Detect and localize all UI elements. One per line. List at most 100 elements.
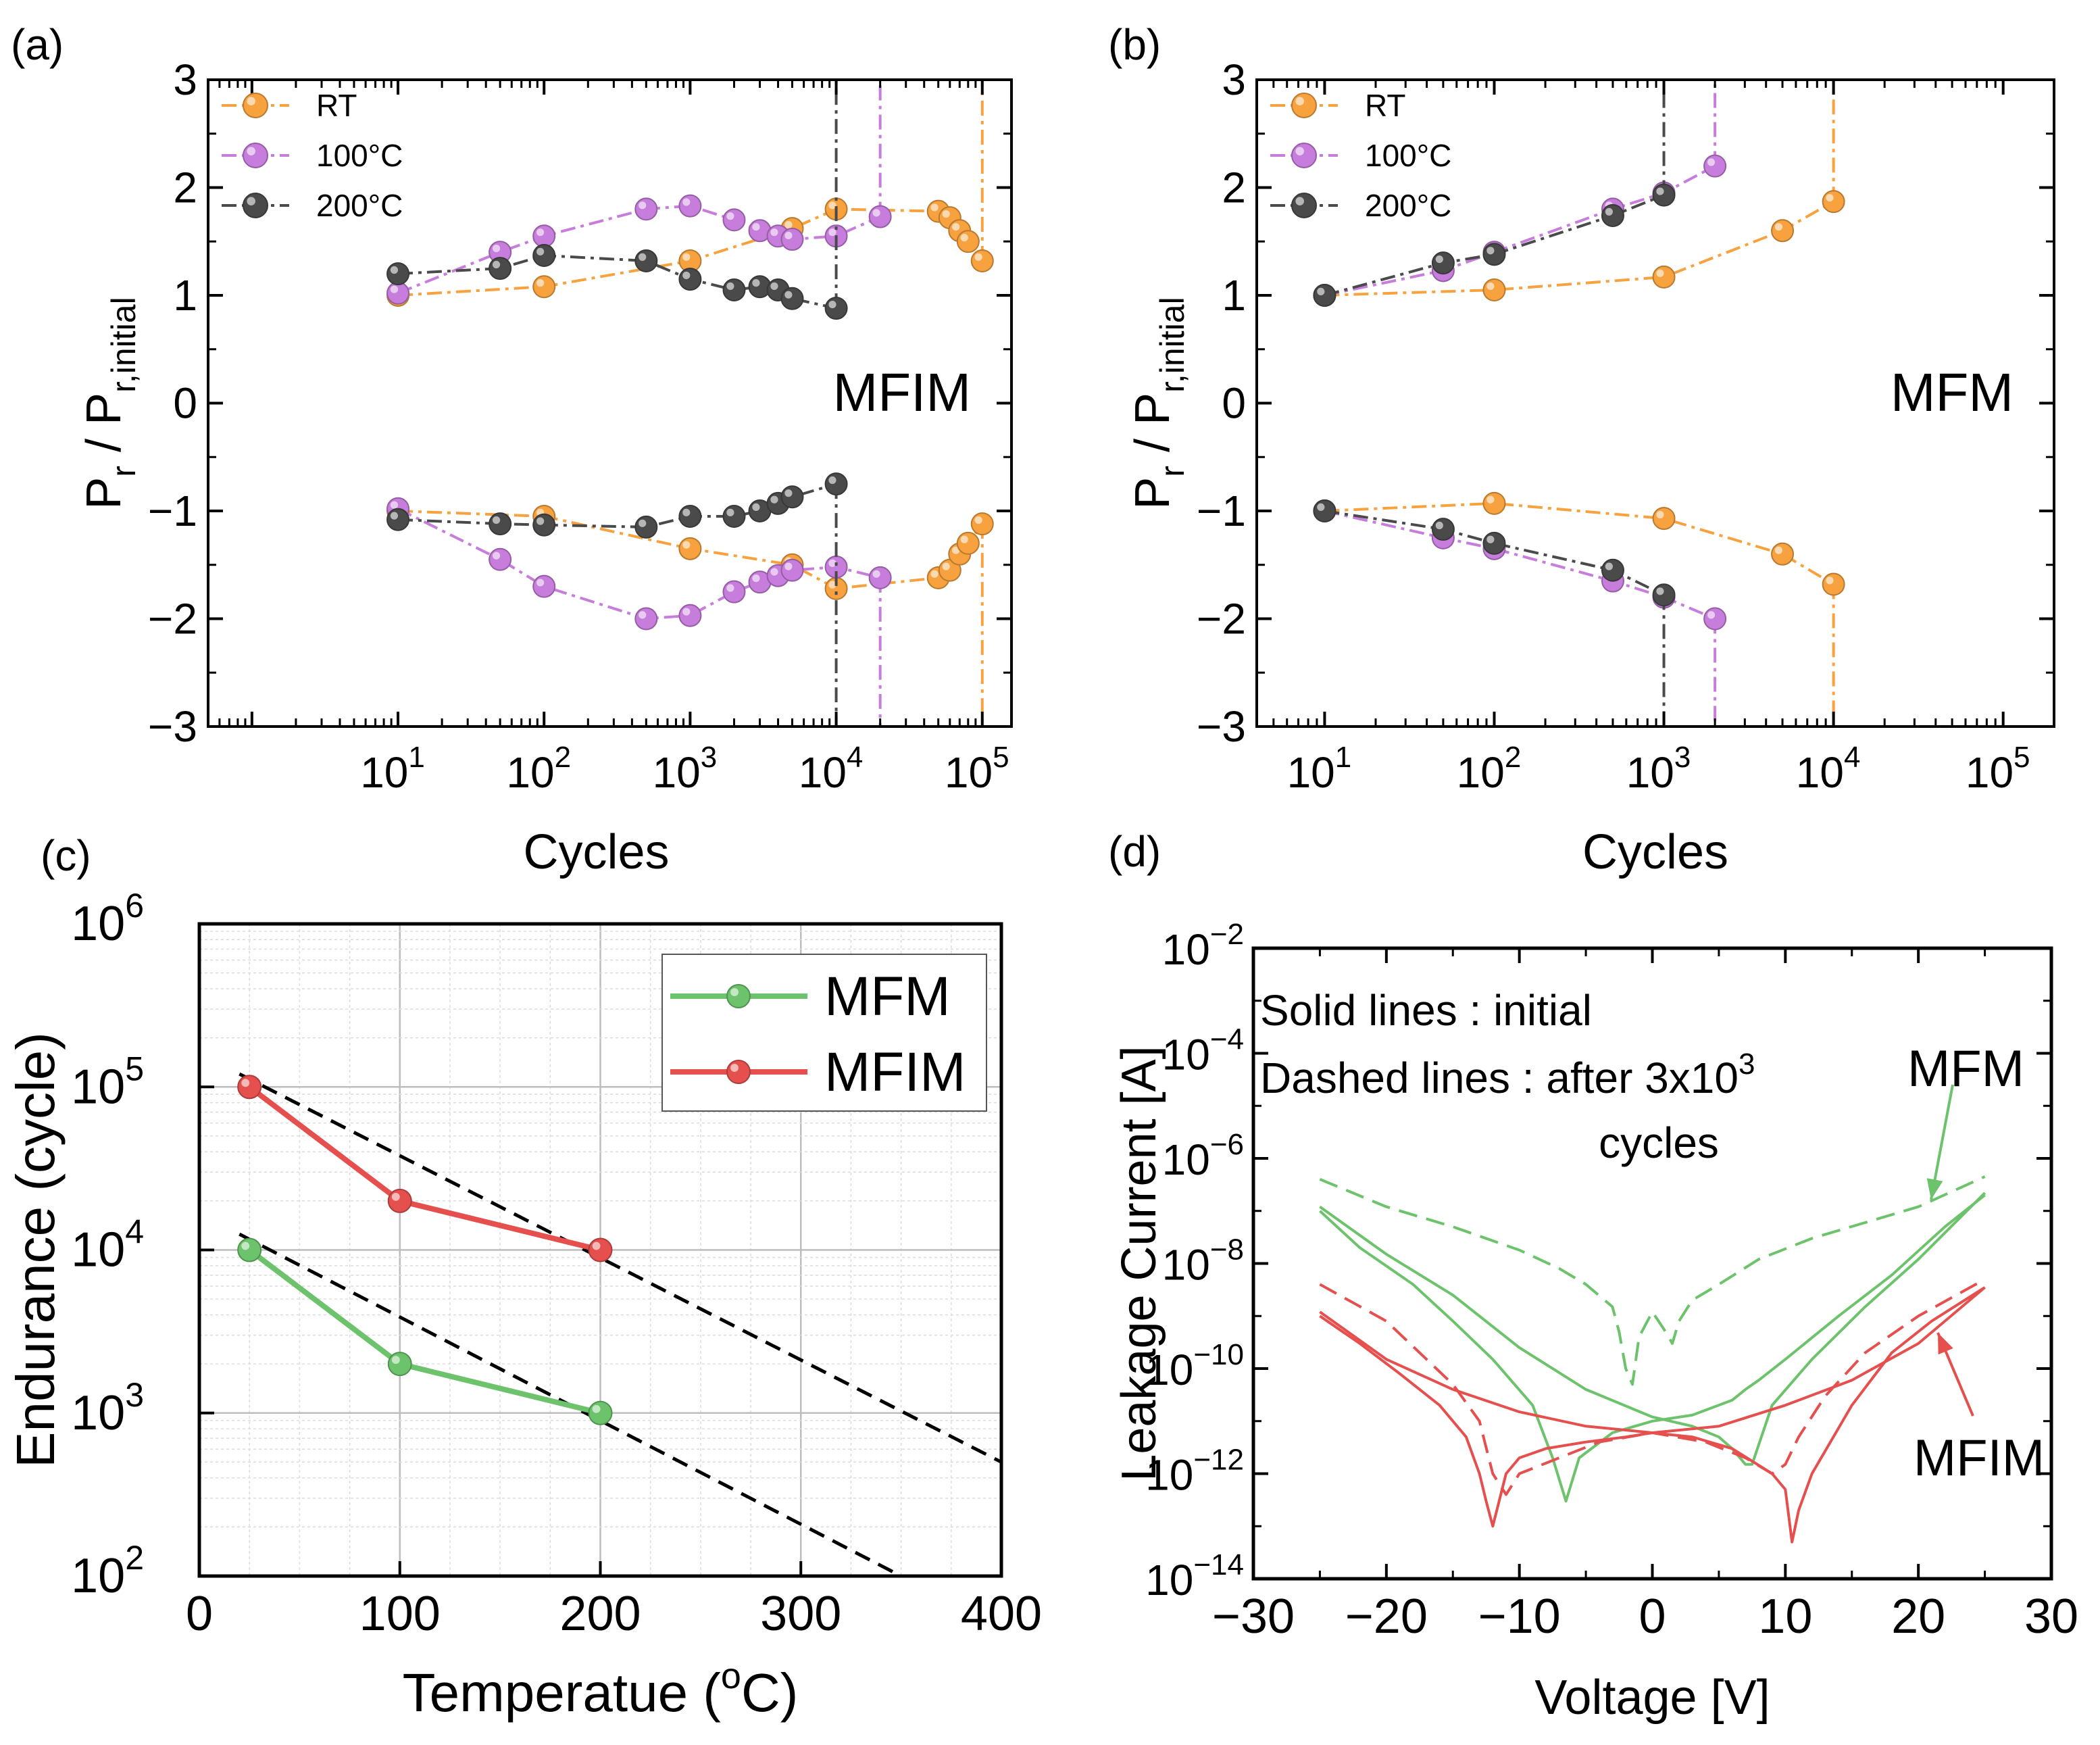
series-line-negative [1324, 510, 1665, 597]
data-point-highlight [752, 574, 760, 583]
y-tick-label: 104 [71, 1213, 144, 1277]
leakage-curve-3 [1319, 1286, 1986, 1544]
data-point-highlight [828, 228, 836, 237]
data-point [1482, 243, 1506, 266]
y-tick-label: 1 [173, 271, 197, 320]
panel-c: 0 100 200 300 400 102 103 104 105 106 Temperatue (… [5, 831, 1042, 1723]
data-point-highlight [1656, 269, 1664, 277]
y-axis-label: Pr / Pr,initial [77, 297, 143, 509]
data-point-highlight [828, 476, 836, 485]
data-point [678, 268, 702, 291]
data-point [678, 504, 702, 528]
data-point-highlight [930, 203, 939, 212]
data-point [868, 566, 892, 589]
data-point-highlight [1486, 535, 1495, 543]
series-line-positive [1324, 164, 1716, 297]
data-point [634, 197, 658, 221]
data-point-highlight [784, 220, 793, 229]
data-point-highlight [390, 512, 399, 520]
panel-label: (d) [1108, 827, 1161, 876]
data-point [489, 547, 512, 571]
y-tick-exponent: −2 [1210, 918, 1244, 951]
data-point [532, 513, 556, 537]
legend-marker-highlight [247, 97, 256, 105]
data-point [237, 1075, 262, 1100]
data-point-highlight [639, 519, 647, 527]
y-tick-label: 2 [1222, 164, 1246, 212]
data-point-highlight [952, 223, 960, 231]
x-tick-label: 0 [1639, 1590, 1666, 1644]
data-point [532, 574, 556, 598]
data-point-highlight [492, 516, 501, 524]
data-point [634, 249, 658, 272]
fit-line [239, 1072, 1001, 1464]
data-point [489, 257, 512, 280]
data-point-highlight [1486, 495, 1495, 503]
legend-label: 200°C [316, 188, 403, 223]
data-point [489, 512, 512, 536]
y-tick-label: −2 [1197, 595, 1246, 643]
x-tick-label: 104 [1796, 741, 1861, 797]
x-tick-label: 103 [653, 741, 718, 797]
data-point-highlight [872, 209, 880, 217]
x-axis-label: Cycles [523, 825, 669, 879]
legend-box [661, 954, 987, 1112]
y-tick-label: 10−2 [1162, 918, 1244, 974]
data-point [1313, 499, 1336, 522]
x-tick-label: 20 [1891, 1590, 1945, 1644]
legend-label: 200°C [1365, 188, 1451, 223]
legend-marker-highlight [247, 197, 256, 206]
x-tick-label: 101 [360, 741, 425, 797]
legend-marker [243, 143, 268, 168]
data-point [588, 1237, 613, 1262]
mfim-label: MFIM [1914, 1429, 2045, 1487]
y-tick-exponent: −10 [1193, 1338, 1244, 1371]
data-point-highlight [960, 535, 968, 543]
data-point-highlight [1656, 187, 1664, 195]
data-point [868, 205, 892, 228]
data-point-highlight [390, 285, 399, 293]
data-point-highlight [390, 266, 399, 274]
legend-marker-highlight [1295, 197, 1304, 206]
device-annotation: MFM [1891, 362, 2014, 422]
data-point [634, 607, 658, 631]
y-tick-exponent: −12 [1193, 1444, 1244, 1477]
data-point-highlight [974, 516, 982, 524]
data-point-highlight [682, 198, 691, 206]
legend-marker-highlight [1295, 97, 1304, 105]
legend-marker [726, 984, 751, 1008]
legend-label: MFM [824, 966, 951, 1027]
legend: RT 100°C 200°C [1270, 88, 1451, 223]
x-tick-label: 102 [1457, 741, 1522, 797]
dashed-lines-note-cycles: cycles [1599, 1119, 1719, 1167]
data-point [532, 224, 556, 248]
data-point-highlight [974, 253, 982, 261]
y-tick-label: 0 [173, 379, 197, 428]
data-point [1652, 583, 1676, 607]
y-tick-label: 10−14 [1145, 1548, 1244, 1604]
x-tick-label: 0 [186, 1587, 213, 1641]
x-tick-label: 300 [760, 1587, 841, 1641]
data-point [532, 243, 556, 267]
y-tick-exponent: −8 [1210, 1233, 1244, 1267]
x-tick-label: 100 [359, 1587, 441, 1641]
x-tick-label: −30 [1212, 1590, 1295, 1644]
data-point [722, 278, 746, 302]
x-axis-label: Temperatue (oC) [403, 1656, 799, 1723]
data-point-highlight [1826, 576, 1834, 585]
leakage-curve-0 [1319, 1194, 1986, 1503]
y-axis-label: Pr / Pr,initial [1126, 297, 1191, 509]
data-point [1601, 203, 1624, 227]
data-point-highlight [752, 279, 760, 287]
data-point-highlight [1707, 158, 1716, 166]
x-tick-label: 105 [1966, 741, 2030, 797]
y-tick-exponent: −6 [1210, 1128, 1244, 1161]
series-b-c200 [1313, 80, 1676, 727]
data-point [1822, 572, 1845, 596]
data-point-highlight [682, 271, 691, 280]
data-point [722, 208, 746, 232]
data-point-highlight [1435, 521, 1443, 530]
y-tick-label: 10−12 [1145, 1444, 1244, 1500]
data-point-highlight [1486, 282, 1495, 291]
